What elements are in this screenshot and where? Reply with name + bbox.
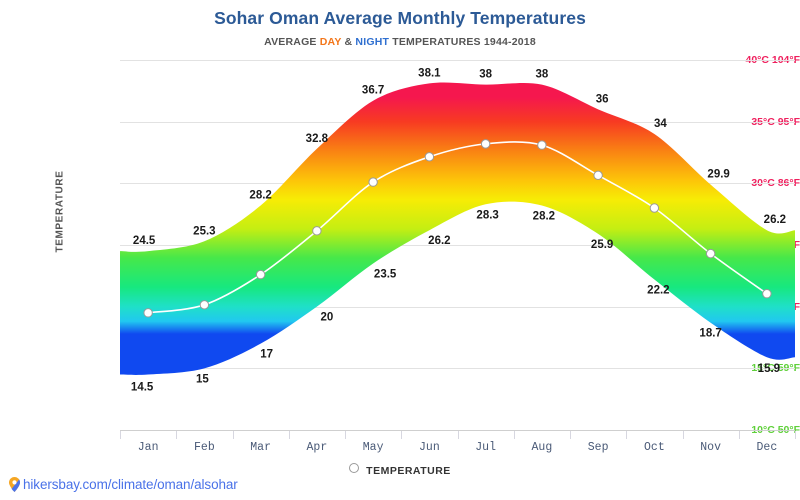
x-tick-label-jul: Jul <box>475 441 496 454</box>
data-point-marker-feb[interactable] <box>199 300 210 310</box>
night-value-label-sep: 25.9 <box>591 239 613 251</box>
subtitle-amp: & <box>341 36 356 48</box>
x-tick-label-sep: Sep <box>587 441 609 454</box>
grid-line-15 <box>120 368 795 370</box>
circle-outline-icon <box>349 463 360 473</box>
x-tick-separator <box>626 431 628 439</box>
data-point-marker-dec[interactable] <box>762 289 772 299</box>
x-tick-separator <box>738 431 740 439</box>
x-tick-label-dec: Dec <box>756 441 778 454</box>
temperature-band-svg: 24.5 25.3 28.2 32.8 36.7 38.1 38 38 36 34 29.9 26.2… <box>120 67 795 394</box>
data-point-marker-nov[interactable] <box>705 248 716 259</box>
day-value-label-jul: 38 <box>479 69 492 81</box>
x-tick-separator <box>457 431 459 439</box>
night-value-label-mar: 17 <box>260 349 273 361</box>
x-tick-separator <box>401 431 403 439</box>
x-tick-separator <box>345 431 346 439</box>
data-point-marker-jan[interactable] <box>143 308 153 318</box>
grid-line-10 <box>120 430 795 431</box>
data-point-marker-aug[interactable] <box>537 140 547 150</box>
x-tick-separator <box>570 431 571 439</box>
grid-line-20 <box>120 306 795 308</box>
data-point-marker-mar[interactable] <box>255 269 266 280</box>
data-point-marker-may[interactable] <box>368 177 378 187</box>
y-axis-title: TEMPERATURE <box>54 170 66 253</box>
night-value-label-jun: 26.2 <box>428 235 450 247</box>
x-tick-label-apr: Apr <box>306 441 328 454</box>
grid-line-40 <box>120 60 795 61</box>
data-point-marker-oct[interactable] <box>649 203 660 213</box>
x-tick-separator <box>795 431 796 439</box>
grid-line-25 <box>120 245 795 246</box>
day-value-label-jun: 38.1 <box>418 67 441 79</box>
data-point-marker-sep[interactable] <box>593 170 603 181</box>
chart-legend: TEMPERATURE <box>0 463 800 477</box>
night-value-label-dec: 15.9 <box>758 363 780 375</box>
temperature-range-band <box>120 82 795 375</box>
legend-item-label: TEMPERATURE <box>366 465 451 477</box>
subtitle-post: TEMPERATURES 1944-2018 <box>389 36 536 48</box>
x-tick-label-nov: Nov <box>700 441 721 454</box>
x-tick-separator <box>513 431 515 439</box>
x-tick-label-mar: Mar <box>250 441 271 454</box>
x-tick-separator <box>288 431 290 439</box>
day-value-label-aug: 38 <box>535 69 548 81</box>
day-value-label-dec: 26.2 <box>764 214 786 226</box>
x-tick-separator <box>120 431 121 439</box>
legend-item-temperature[interactable]: TEMPERATURE <box>349 463 451 477</box>
subtitle-pre: AVERAGE <box>264 36 320 48</box>
x-tick-label-jun: Jun <box>419 441 440 454</box>
x-tick-separator <box>176 431 178 439</box>
x-tick-label-may: May <box>362 441 384 454</box>
data-point-marker-jul[interactable] <box>480 139 491 149</box>
map-pin-icon <box>9 477 20 492</box>
day-value-label-sep: 36 <box>596 93 609 105</box>
day-value-label-nov: 29.9 <box>707 169 729 181</box>
x-tick-label-oct: Oct <box>644 441 665 454</box>
data-point-marker-jun[interactable] <box>424 152 435 162</box>
night-value-label-jan: 14.5 <box>131 382 154 394</box>
x-axis: Jan Feb Mar Apr May Jun Jul Aug Sep Oct Nov Dec <box>120 431 796 465</box>
night-value-label-aug: 28.2 <box>533 211 555 223</box>
plot-area: 24.5 25.3 28.2 32.8 36.7 38.1 38 38 36 34 29.9 26.2… <box>120 60 795 430</box>
day-value-label-feb: 25.3 <box>193 225 215 237</box>
night-value-label-jul: 28.3 <box>476 209 498 221</box>
day-value-label-apr: 32.8 <box>306 133 329 145</box>
night-value-label-feb: 15 <box>196 373 209 385</box>
day-value-label-may: 36.7 <box>362 85 384 97</box>
night-value-label-oct: 22.2 <box>647 285 669 297</box>
x-tick-separator <box>682 431 684 439</box>
subtitle-day: DAY <box>319 36 342 48</box>
page-title: Sohar Oman Average Monthly Temperatures <box>214 8 586 28</box>
night-value-label-may: 23.5 <box>374 269 397 281</box>
chart-subtitle: AVERAGE DAY & NIGHT TEMPERATURES 1944-20… <box>0 36 800 48</box>
source-url-text: hikersbay.com/climate/oman/alsohar <box>23 477 238 492</box>
subtitle-night: NIGHT <box>355 36 390 48</box>
day-value-label-oct: 34 <box>654 118 667 130</box>
x-tick-label-jan: Jan <box>137 441 159 454</box>
day-value-label-mar: 28.2 <box>249 190 271 202</box>
night-value-label-nov: 18.7 <box>699 328 721 340</box>
day-value-label-jan: 24.5 <box>133 235 156 247</box>
x-tick-label-aug: Aug <box>531 441 553 454</box>
x-tick-label-feb: Feb <box>194 441 215 454</box>
x-tick-separator <box>232 431 234 439</box>
night-value-label-apr: 20 <box>320 312 333 324</box>
data-point-marker-apr[interactable] <box>312 226 322 236</box>
source-link[interactable]: hikersbay.com/climate/oman/alsohar <box>9 477 238 492</box>
